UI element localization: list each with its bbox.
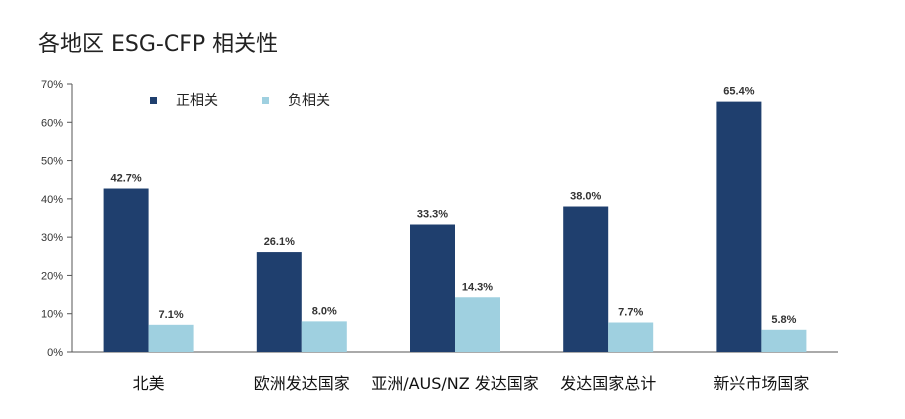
category-label: 欧洲发达国家 xyxy=(254,374,350,393)
y-tick-label: 0% xyxy=(47,347,63,359)
bar xyxy=(761,329,807,352)
bar xyxy=(148,324,194,352)
y-tick-label: 10% xyxy=(41,309,63,321)
data-label: 33.3% xyxy=(417,209,448,221)
chart-title: 各地区 ESG-CFP 相关性 xyxy=(38,32,279,57)
bar xyxy=(608,322,654,352)
data-label: 65.4% xyxy=(723,86,754,98)
category-label: 北美 xyxy=(133,374,165,393)
bar xyxy=(256,252,302,352)
data-label: 7.1% xyxy=(159,309,184,321)
bar xyxy=(301,321,347,352)
y-tick-label: 30% xyxy=(41,232,63,244)
y-tick-label: 70% xyxy=(41,79,63,91)
bar xyxy=(716,101,762,353)
bar xyxy=(410,224,455,352)
legend-swatch xyxy=(262,97,269,104)
data-label: 38.0% xyxy=(570,191,601,203)
data-label: 7.7% xyxy=(618,307,643,319)
data-label: 14.3% xyxy=(462,281,493,293)
legend-swatch xyxy=(150,97,157,104)
y-tick-label: 20% xyxy=(41,270,63,282)
bar xyxy=(563,206,609,352)
data-label: 8.0% xyxy=(312,305,337,317)
legend-label: 正相关 xyxy=(176,93,218,109)
category-label: 亚洲/AUS/NZ 发达国家 xyxy=(371,374,539,393)
data-label: 26.1% xyxy=(264,236,295,248)
data-label: 5.8% xyxy=(771,314,796,326)
bar xyxy=(455,297,500,352)
y-tick-label: 60% xyxy=(41,117,63,129)
y-tick-label: 50% xyxy=(41,156,63,168)
y-tick-label: 40% xyxy=(41,194,63,206)
category-label: 发达国家总计 xyxy=(560,374,656,393)
bar xyxy=(103,188,149,352)
legend-label: 负相关 xyxy=(288,93,330,109)
category-label: 新兴市场国家 xyxy=(713,374,809,393)
data-label: 42.7% xyxy=(110,173,141,185)
